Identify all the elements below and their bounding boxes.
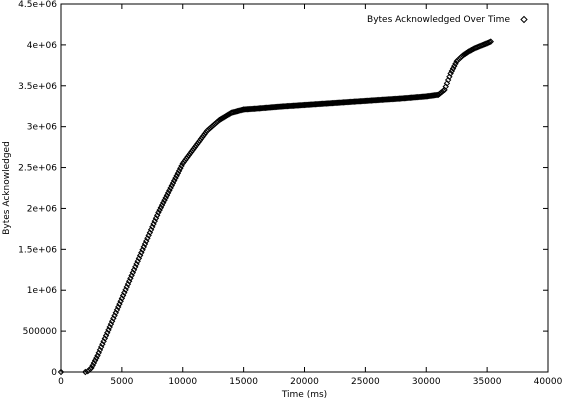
y-tick-label: 2e+06	[27, 204, 58, 214]
y-axis-label: Bytes Acknowledged	[2, 141, 12, 235]
y-tick-label: 1.5e+06	[18, 245, 57, 255]
legend-marker	[520, 15, 528, 24]
y-tick-label: 2.5e+06	[18, 164, 57, 174]
x-tick-label: 40000	[534, 377, 563, 387]
x-tick-label: 5000	[110, 377, 133, 387]
legend: Bytes Acknowledged Over Time	[367, 15, 528, 25]
x-tick-label: 15000	[229, 377, 258, 387]
data-series	[57, 38, 494, 376]
legend-label: Bytes Acknowledged Over Time	[367, 15, 510, 25]
data-point-trail	[433, 91, 441, 99]
x-tick-label: 0	[58, 377, 64, 387]
y-tick-label: 4e+06	[27, 41, 58, 51]
x-tick-label: 10000	[168, 377, 197, 387]
y-axis: 0 500000 1e+06 1.5e+06 2e+06 2.5e+06 3e+06 3.5e…	[18, 0, 548, 378]
data-point	[57, 368, 65, 376]
x-tick-label: 25000	[351, 377, 380, 387]
y-tick-label: 3e+06	[27, 123, 58, 133]
y-tick-label: 4.5e+06	[18, 0, 57, 10]
x-tick-label: 20000	[290, 377, 319, 387]
y-tick-label: 0	[51, 368, 57, 378]
plot-area-frame	[60, 3, 549, 373]
y-tick-label: 500000	[23, 327, 58, 337]
y-tick-label: 1e+06	[27, 286, 58, 296]
x-tick-label: 35000	[473, 377, 502, 387]
x-axis-label: Time (ms)	[281, 390, 327, 400]
x-tick-label: 30000	[412, 377, 441, 387]
data-point	[487, 38, 494, 45]
x-axis: 0 5000 10000 15000 20000 25000 30000 35000 40000	[58, 4, 563, 387]
y-tick-label: 3.5e+06	[18, 82, 57, 92]
